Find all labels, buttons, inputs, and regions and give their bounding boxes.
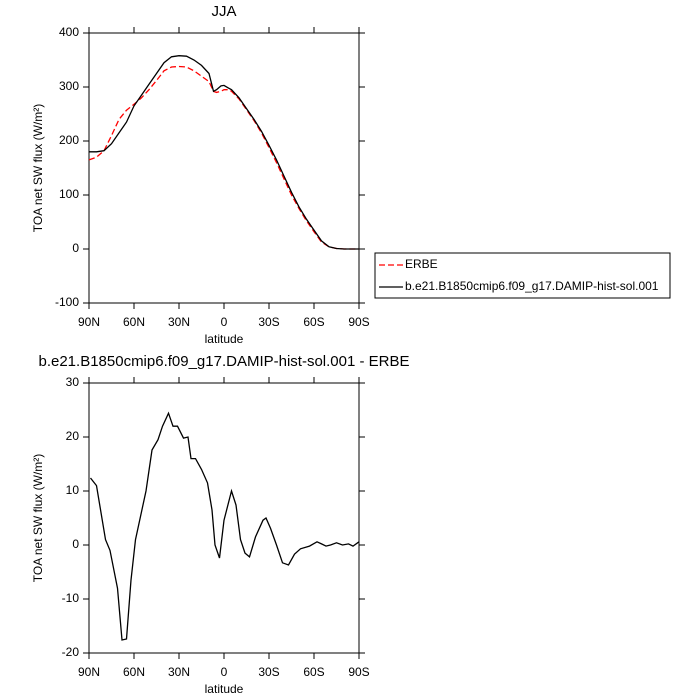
x-tick-label: 60N	[123, 315, 145, 329]
chart-title: b.e21.B1850cmip6.f09_g17.DAMIP-hist-sol.…	[38, 353, 409, 370]
x-tick-label: 90N	[78, 665, 100, 679]
x-tick-label: 30N	[168, 315, 190, 329]
y-axis-label: TOA net SW flux (W/m²)	[31, 104, 45, 232]
x-tick-label: 30N	[168, 665, 190, 679]
x-tick-label: 60S	[303, 665, 324, 679]
data-line	[89, 411, 360, 641]
x-tick-label: 30S	[258, 665, 279, 679]
x-axis-label: latitude	[205, 332, 244, 346]
plot-frame	[88, 32, 360, 304]
chart-title: JJA	[211, 3, 236, 20]
legend-label: b.e21.B1850cmip6.f09_g17.DAMIP-hist-sol.…	[405, 279, 659, 293]
x-tick-label: 90S	[348, 315, 369, 329]
y-tick-label: 0	[72, 537, 79, 551]
data-line	[88, 65, 359, 250]
y-axis-label: TOA net SW flux (W/m²)	[31, 454, 45, 582]
x-tick-label: 60N	[123, 665, 145, 679]
y-tick-label: -10	[62, 591, 80, 605]
data-line	[89, 55, 359, 250]
y-tick-label: 0	[72, 241, 79, 255]
y-tick-label: -20	[62, 645, 80, 659]
x-axis-label: latitude	[205, 682, 244, 696]
y-tick-label: 300	[59, 79, 79, 93]
y-tick-label: 30	[66, 375, 80, 389]
y-tick-label: 10	[66, 483, 80, 497]
x-tick-label: 90N	[78, 315, 100, 329]
x-tick-label: 0	[221, 665, 228, 679]
y-tick-label: 400	[59, 25, 79, 39]
y-tick-label: 100	[59, 187, 79, 201]
x-tick-label: 60S	[303, 315, 324, 329]
x-tick-label: 0	[221, 315, 228, 329]
legend-label: ERBE	[405, 257, 438, 271]
x-tick-label: 90S	[348, 665, 369, 679]
y-tick-label: 20	[66, 429, 80, 443]
legend-box	[374, 252, 671, 299]
x-tick-label: 30S	[258, 315, 279, 329]
y-tick-label: 200	[59, 133, 79, 147]
y-tick-label: -100	[55, 295, 79, 309]
